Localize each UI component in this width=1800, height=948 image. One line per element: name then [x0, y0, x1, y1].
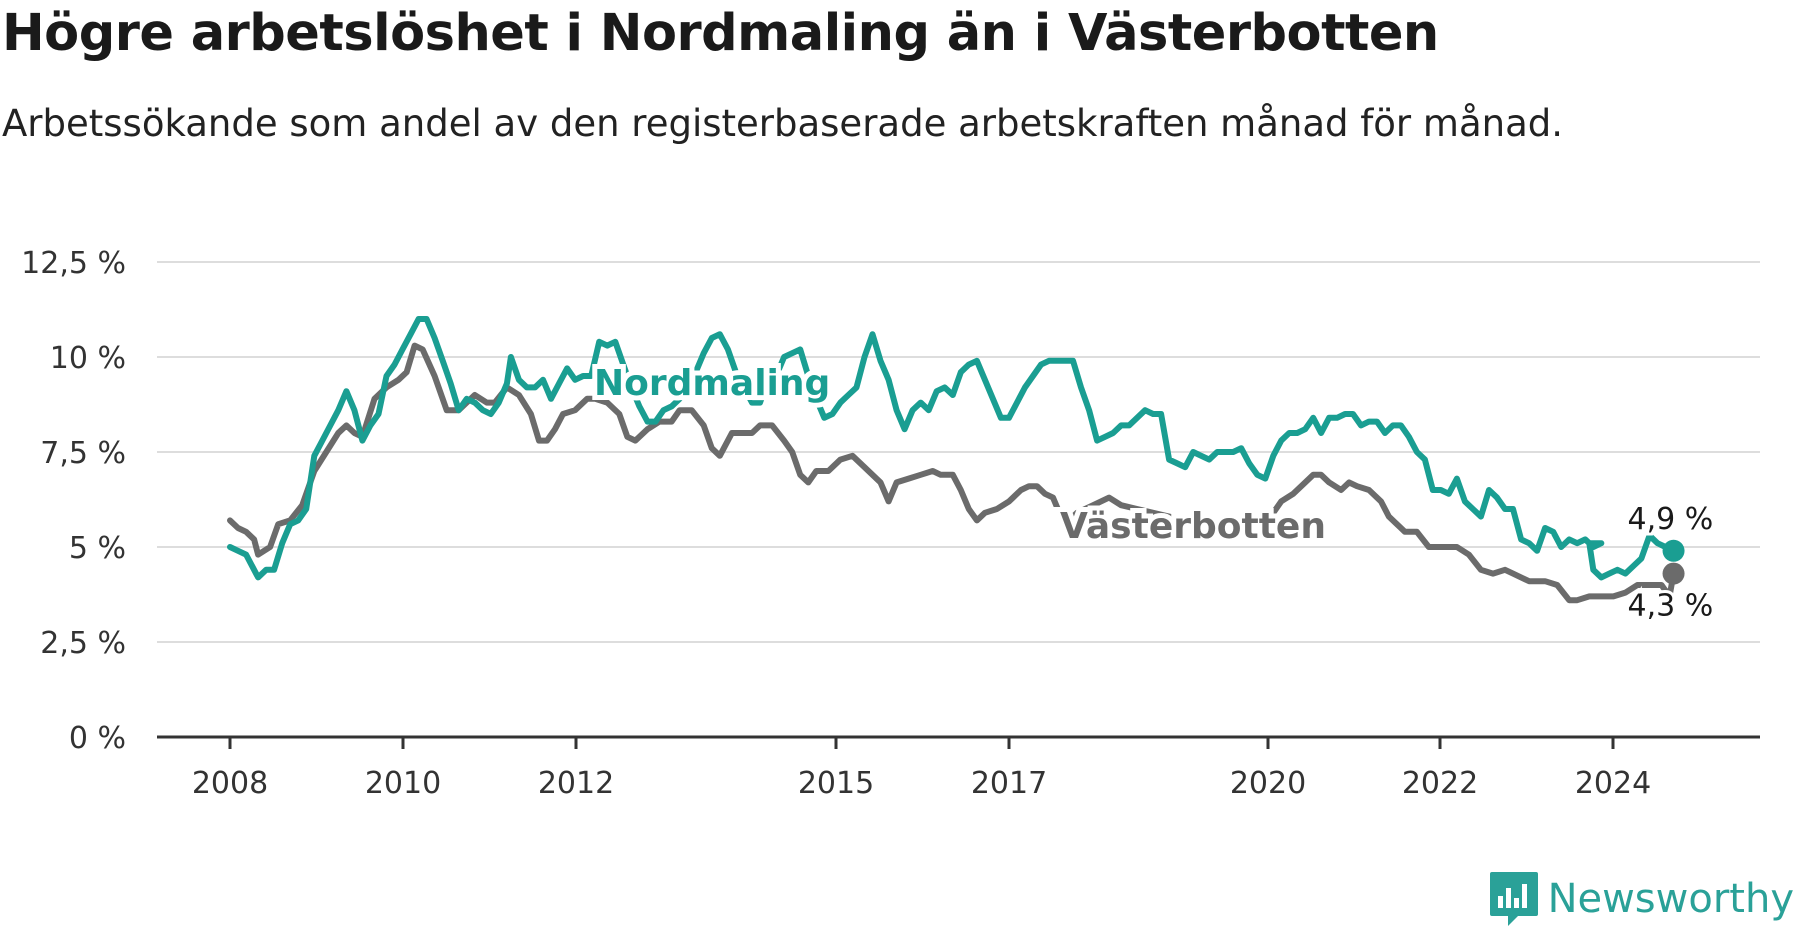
series-end-label: 4,3 %: [1628, 589, 1714, 624]
brand-name: Newsworthy: [1547, 876, 1794, 922]
series-label-nordmaling: Nordmaling: [594, 363, 830, 404]
series-lines: [227, 316, 1685, 604]
x-tick-label: 2015: [798, 766, 874, 801]
x-tick-label: 2008: [192, 766, 268, 801]
series-label-vasterbotten: Västerbotten: [1060, 506, 1326, 547]
y-tick-label: 2,5 %: [40, 626, 126, 661]
series-end-point: [1662, 562, 1685, 585]
x-tick-label: 2012: [538, 766, 614, 801]
series-line-nordmaling: [227, 316, 1677, 581]
y-tick-label: 10 %: [50, 341, 126, 376]
chart-subtitle: Arbetssökande som andel av den registerb…: [2, 102, 1563, 145]
x-tick-label: 2024: [1575, 766, 1651, 801]
x-axis: 2008 2010 2012 2015 2017 2020 2022 2024: [192, 737, 1651, 801]
series-labels: 4,3 % 4,9 % Nordmaling Västerbotten: [589, 358, 1716, 627]
x-tick-label: 2020: [1230, 766, 1306, 801]
series-end-point: [1662, 539, 1685, 562]
series-line-västerbotten: [227, 342, 1677, 604]
y-tick-label: 5 %: [69, 531, 126, 566]
x-tick-label: 2010: [365, 766, 441, 801]
y-axis: 0 % 2,5 % 5 % 7,5 % 10 % 12,5 %: [21, 246, 126, 756]
y-tick-label: 0 %: [69, 721, 126, 756]
series-end-label: 4,9 %: [1628, 502, 1714, 537]
gridlines: [157, 261, 1760, 739]
chart-title: Högre arbetslöshet i Nordmaling än i Väs…: [2, 4, 1439, 63]
newsworthy-logo-icon: [1489, 872, 1538, 926]
x-tick-label: 2017: [971, 766, 1047, 801]
y-tick-label: 7,5 %: [40, 436, 126, 471]
x-tick-label: 2022: [1402, 766, 1478, 801]
y-tick-label: 12,5 %: [21, 246, 126, 281]
brand-logo: Newsworthy: [1488, 870, 1794, 928]
